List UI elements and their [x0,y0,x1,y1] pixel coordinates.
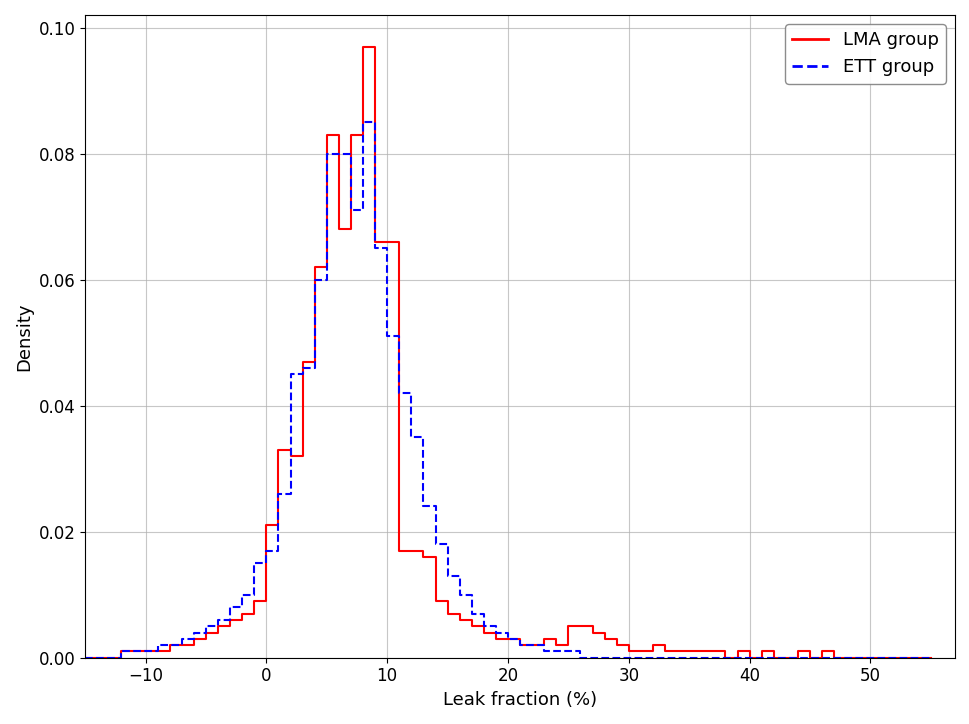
ETT group [924,653,936,662]
ETT group [357,118,368,127]
ETT group [332,149,344,158]
ETT group [489,628,501,637]
ETT group [79,653,91,662]
ETT group [635,653,646,662]
ETT group [526,641,538,649]
Line: ETT group: ETT group [85,122,930,657]
Y-axis label: Density: Density [15,302,33,371]
LMA group [839,653,851,662]
LMA group [79,653,91,662]
LMA group [489,634,501,643]
Line: LMA group: LMA group [85,46,930,657]
Legend: LMA group, ETT group: LMA group, ETT group [784,24,945,83]
LMA group [635,647,646,656]
LMA group [332,225,344,234]
LMA group [526,641,538,649]
LMA group [357,42,368,51]
LMA group [924,653,936,662]
ETT group [839,653,851,662]
ETT group [622,653,634,662]
X-axis label: Leak fraction (%): Leak fraction (%) [443,691,597,709]
LMA group [622,641,634,649]
